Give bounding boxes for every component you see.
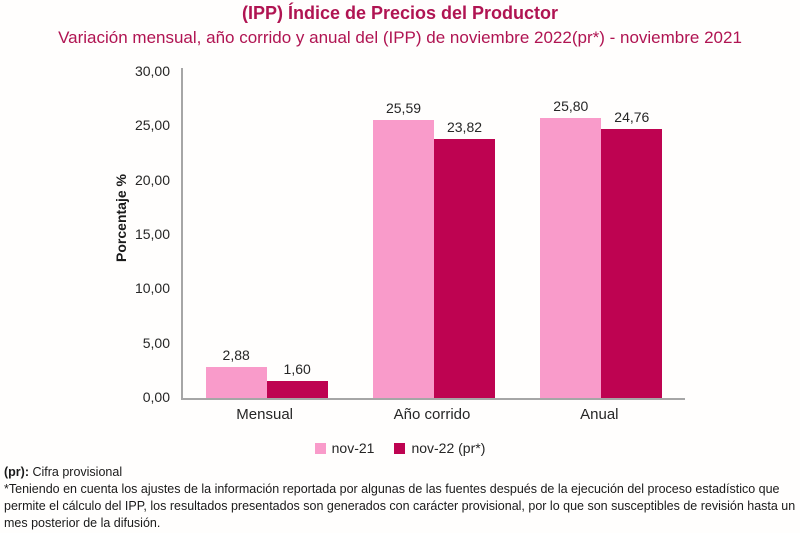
bar-nov-21-anual: [540, 117, 602, 398]
bar-nov-21-año-corrido: [373, 119, 434, 398]
legend-label: nov-22 (pr*): [411, 440, 486, 456]
footnote-provisional-text: Cifra provisional: [29, 465, 123, 479]
bar-value-label: 1,60: [283, 360, 311, 377]
chart-title: (IPP) Índice de Precios del Productor: [241, 3, 559, 23]
y-tick-label: 20,00: [134, 171, 170, 188]
bar-nov-21-mensual: [205, 366, 267, 398]
bar-value-label: 25,80: [553, 97, 589, 114]
y-tick-label: 0,00: [142, 389, 170, 405]
plot-area: 2,88 1,60 25,59 23,82 25,80 24,76: [181, 68, 685, 400]
chart-subtitle: Variación mensual, año corrido y anual d…: [58, 28, 742, 47]
bar-nov-22-pr--anual: [601, 128, 663, 398]
y-tick-label: 5,00: [142, 334, 170, 351]
legend-label: nov-21: [331, 440, 375, 456]
y-tick-label: 25,00: [134, 117, 170, 134]
y-tick-label: 30,00: [134, 63, 170, 79]
legend: nov-21 nov-22 (pr*): [0, 440, 800, 456]
y-tick-label: 15,00: [134, 226, 170, 242]
footnote-disclaimer: *Teniendo en cuenta los ajustes de la in…: [4, 482, 796, 530]
footnote-provisional: (pr): Cifra provisional: [4, 464, 797, 481]
bar-value-label: 24,76: [614, 108, 650, 125]
x-axis-label-anual: Anual: [580, 406, 619, 423]
bar-nov-22-pr--año-corrido: [434, 139, 495, 398]
legend-swatch-icon: [314, 442, 326, 454]
bar-value-label: 23,82: [446, 119, 483, 136]
y-tick-label: 10,00: [134, 280, 170, 297]
legend-swatch-icon: [394, 442, 406, 454]
x-axis-label-año-corrido: Año corrido: [393, 406, 471, 423]
bar-value-label: 25,59: [385, 99, 422, 116]
bar-value-label: 2,88: [222, 346, 250, 363]
legend-item: nov-21: [314, 440, 375, 456]
footnotes: (pr): Cifra provisional *Teniendo en cue…: [4, 464, 797, 532]
footnote-provisional-label: (pr):: [4, 465, 29, 479]
legend-item: nov-22 (pr*): [394, 440, 485, 456]
x-axis-label-mensual: Mensual: [236, 406, 294, 423]
bar-nov-22-pr--mensual: [266, 380, 328, 398]
